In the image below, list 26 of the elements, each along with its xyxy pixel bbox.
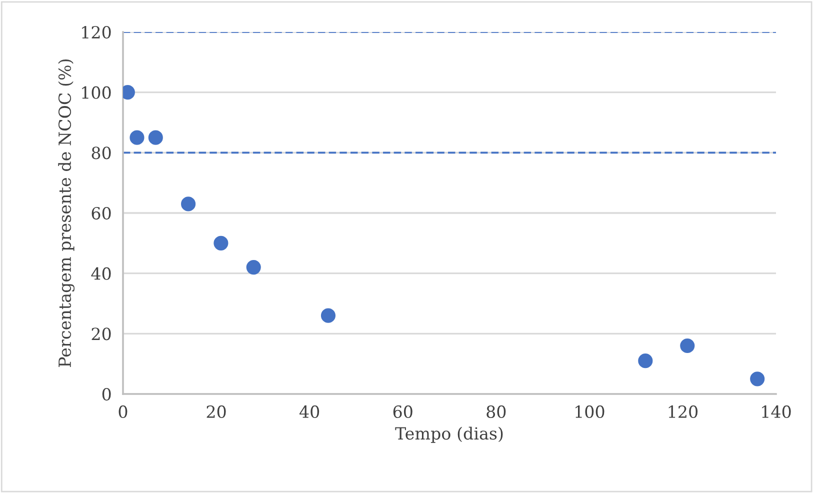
- y-tick-label: 100: [82, 86, 111, 99]
- x-tick-label: 120: [668, 405, 698, 418]
- y-tick-label: 20: [92, 328, 111, 340]
- point: [680, 338, 695, 354]
- x-axis-title: Tempo (dias): [395, 426, 503, 443]
- point: [246, 260, 261, 275]
- x-tick-label: 0: [118, 405, 128, 418]
- x-tick-label: 60: [393, 405, 412, 418]
- y-axis-title: Percentagem presente de NCOC (%): [58, 59, 75, 367]
- point: [320, 308, 336, 323]
- point: [148, 130, 163, 145]
- y-tick-label: 0: [102, 388, 111, 401]
- x-tick-label: 20: [206, 405, 226, 418]
- x-tick-label: 80: [486, 405, 506, 418]
- point: [638, 354, 653, 368]
- point: [214, 236, 228, 250]
- point: [181, 196, 196, 212]
- y-tick-label: 120: [82, 26, 111, 39]
- x-tick-label: 100: [576, 405, 604, 418]
- y-tick-label: 40: [91, 267, 111, 280]
- x-tick-label: 140: [762, 405, 791, 418]
- y-tick-label: 80: [92, 146, 111, 160]
- x-tick-label: 40: [299, 405, 320, 418]
- point: [750, 372, 765, 386]
- y-tick-label: 60: [92, 206, 111, 220]
- point: [130, 130, 144, 145]
